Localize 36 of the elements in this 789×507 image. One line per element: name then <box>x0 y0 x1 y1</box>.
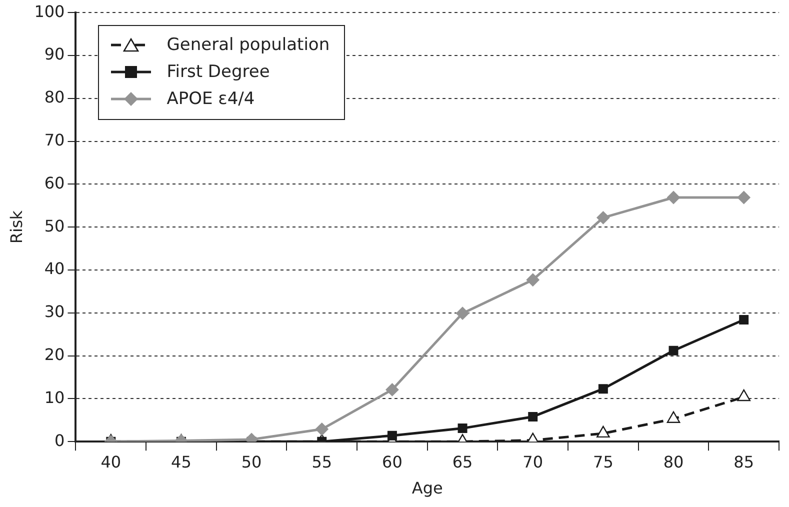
legend-label: General population <box>166 35 330 56</box>
y-tick-label: 20 <box>44 344 65 364</box>
x-tick-label: 85 <box>734 452 754 472</box>
x-tick-label: 75 <box>593 452 614 472</box>
x-axis-title: Age <box>412 478 443 498</box>
y-tick-label: 40 <box>44 259 65 278</box>
point <box>739 315 749 325</box>
y-tick-label: 80 <box>44 88 65 107</box>
point <box>596 426 610 438</box>
point <box>737 389 750 402</box>
legend-label: First Degree <box>166 62 270 82</box>
point <box>737 191 750 204</box>
y-tick-label: 60 <box>44 173 65 192</box>
point <box>596 211 610 224</box>
y-tick-label: 30 <box>44 302 65 322</box>
x-tick-label: 70 <box>522 452 544 472</box>
x-tick-label: 55 <box>312 452 332 472</box>
legend-label: APOE ε4/4 <box>166 89 255 110</box>
point <box>526 273 540 286</box>
x-tick-label: 80 <box>663 452 684 472</box>
x-tick-label: 60 <box>382 452 402 472</box>
point <box>668 346 678 356</box>
y-tick-label: 0 <box>54 430 65 450</box>
y-axis-title: Risk <box>6 210 26 244</box>
y-tick-label: 70 <box>44 130 65 150</box>
x-tick-label: 45 <box>171 452 192 472</box>
x-tick-label: 40 <box>100 452 122 472</box>
x-tick-label: 50 <box>241 452 262 472</box>
point <box>667 191 680 204</box>
y-tick-label: 50 <box>44 216 65 236</box>
point <box>666 411 680 423</box>
y-tick-label: 100 <box>34 2 65 21</box>
y-tick-label: 10 <box>44 388 65 407</box>
y-tick-label: 90 <box>44 44 65 64</box>
x-tick-label: 65 <box>452 452 473 472</box>
point <box>456 306 470 320</box>
